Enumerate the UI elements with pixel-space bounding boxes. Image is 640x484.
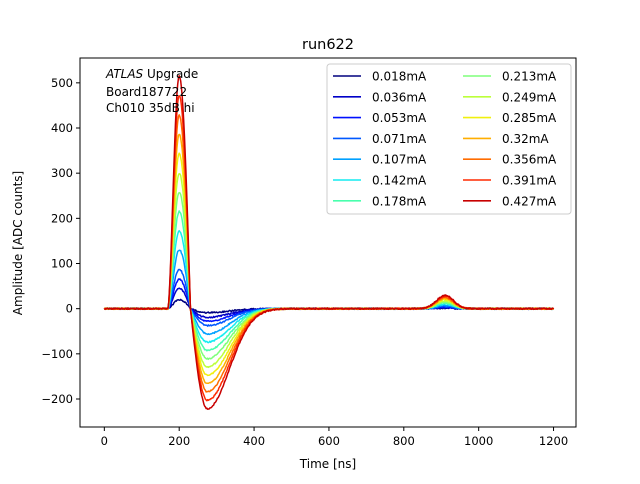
y-tick-label: 0 (66, 302, 73, 316)
legend-label: 0.018mA (372, 70, 427, 84)
atlas-annotation: ATLAS Upgrade Board187722 Ch010 35dB hi (105, 67, 198, 115)
legend-label: 0.178mA (372, 194, 427, 208)
y-tick-label: 500 (51, 76, 73, 90)
x-tick-label: 400 (243, 434, 265, 448)
x-tick-label: 0 (101, 434, 108, 448)
legend-label: 0.213mA (502, 70, 557, 84)
legend-label: 0.071mA (372, 132, 427, 146)
annotation-channel: Ch010 35dB hi (106, 101, 195, 115)
x-tick-label: 800 (393, 434, 415, 448)
y-tick-label: 300 (51, 166, 73, 180)
legend-label: 0.249mA (502, 90, 557, 104)
y-tick-label: −100 (41, 347, 73, 361)
legend-label: 0.142mA (372, 174, 427, 188)
plot-lines (103, 75, 555, 410)
plot-frame (79, 57, 577, 428)
legend-label: 0.285mA (502, 111, 557, 125)
x-axis-ticks: 0 200 400 600 800 1000 1200 (101, 427, 568, 448)
annotation-experiment: ATLAS (105, 67, 144, 81)
y-tick-label: 100 (51, 257, 73, 271)
x-axis-label: Time [ns] (299, 457, 356, 471)
chart-title: run622 (302, 37, 354, 53)
legend-label: 0.427mA (502, 194, 557, 208)
legend-label: 0.32mA (502, 132, 549, 146)
x-tick-label: 1000 (464, 434, 493, 448)
series-line-0.427mA (104, 75, 555, 410)
y-tick-label: 400 (51, 121, 73, 135)
y-axis-label: Amplitude [ADC counts] (11, 171, 25, 315)
legend-label: 0.053mA (372, 111, 427, 125)
legend-label: 0.356mA (502, 153, 557, 167)
legend: 0.018mA 0.036mA 0.053mA 0.071mA 0.107mA 0.142… (326, 63, 572, 215)
annotation-board: Board187722 (106, 85, 187, 99)
legend-label: 0.107mA (372, 153, 427, 167)
y-tick-label: −200 (41, 392, 73, 406)
legend-frame (326, 63, 572, 215)
x-tick-label: 1200 (539, 434, 568, 448)
annotation-experiment-suffix: Upgrade (143, 67, 198, 81)
x-tick-label: 600 (318, 434, 340, 448)
y-axis-ticks: −200 −100 0 100 200 300 400 500 (41, 76, 80, 406)
annotation-line-1: ATLAS Upgrade (105, 67, 198, 81)
y-tick-label: 200 (51, 211, 73, 225)
legend-label: 0.391mA (502, 174, 557, 188)
x-tick-label: 200 (168, 434, 190, 448)
legend-label: 0.036mA (372, 90, 427, 104)
